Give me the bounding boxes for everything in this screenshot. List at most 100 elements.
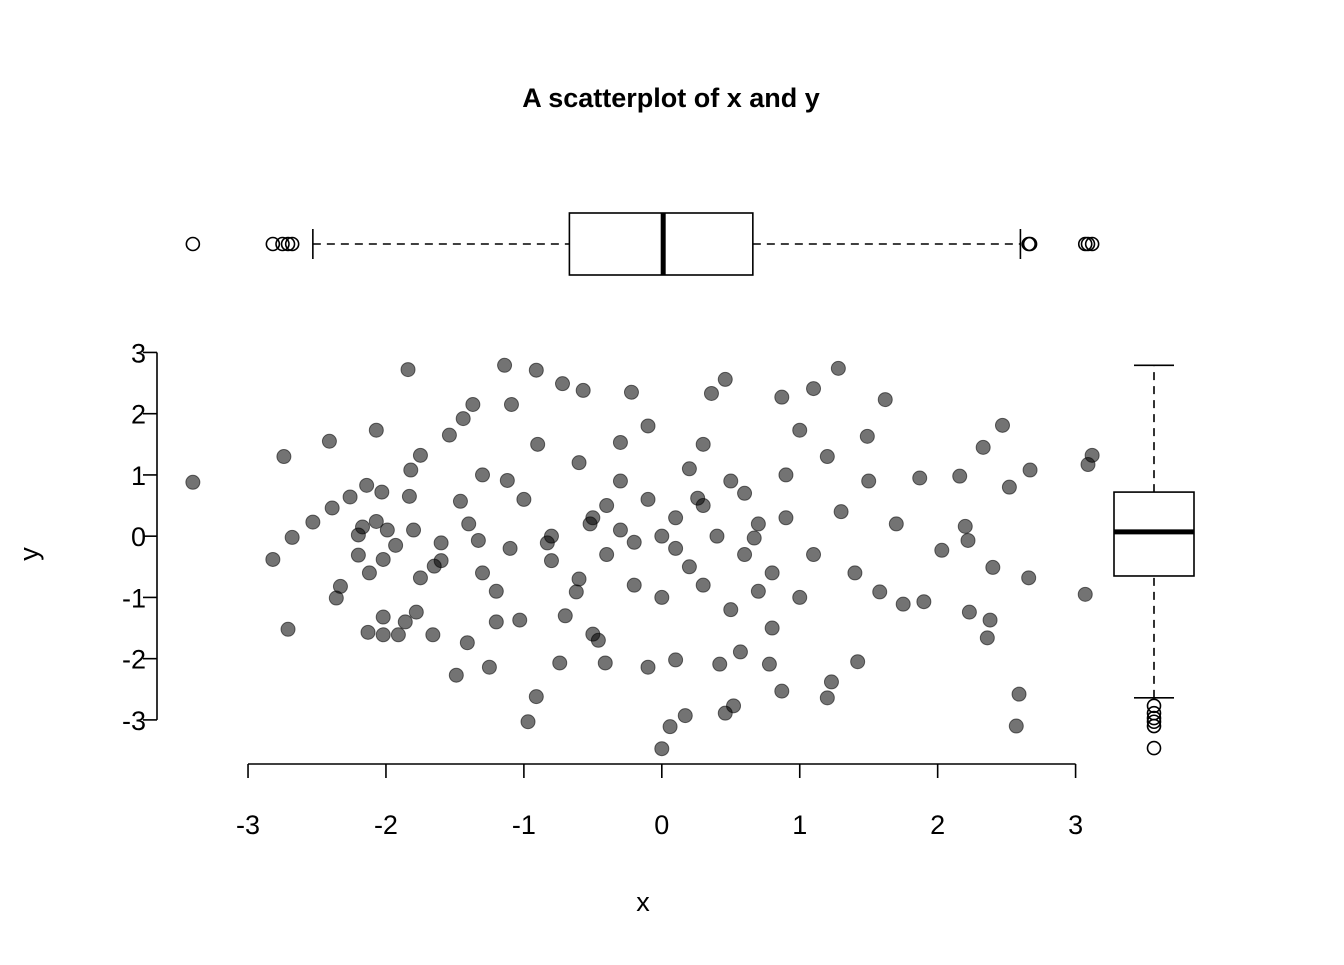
outlier [284, 236, 300, 252]
point [379, 522, 395, 538]
point [764, 620, 780, 636]
point [916, 594, 932, 610]
point [375, 627, 391, 643]
point [960, 532, 976, 548]
point [952, 468, 968, 484]
x-tick-label: 2 [930, 810, 945, 840]
point [375, 551, 391, 567]
point [568, 584, 584, 600]
point [597, 655, 613, 671]
point [1021, 570, 1037, 586]
point [640, 659, 656, 675]
outlier [1084, 236, 1100, 252]
point [985, 559, 1001, 575]
x-axis-label: x [636, 887, 650, 917]
point [640, 491, 656, 507]
point [1084, 447, 1100, 463]
x-tick-label: 0 [654, 810, 669, 840]
point [861, 473, 877, 489]
point [712, 656, 728, 672]
point [750, 516, 766, 532]
point [412, 570, 428, 586]
point [599, 547, 615, 563]
point [433, 553, 449, 569]
y-tick-label: 3 [131, 338, 146, 368]
point [750, 583, 766, 599]
point [726, 698, 742, 714]
x-tick-label: -3 [236, 810, 260, 840]
point [778, 510, 794, 526]
point [737, 485, 753, 501]
point [1008, 718, 1024, 734]
point [732, 644, 748, 660]
point [321, 433, 337, 449]
point [276, 449, 292, 465]
point [806, 381, 822, 397]
point [859, 428, 875, 444]
outlier [280, 236, 296, 252]
point [703, 385, 719, 401]
point [401, 488, 417, 504]
point [488, 614, 504, 630]
point [355, 519, 371, 535]
chart-title: A scatterplot of x and y [522, 83, 820, 113]
point [888, 516, 904, 532]
point [585, 510, 601, 526]
point [406, 522, 422, 538]
point [575, 382, 591, 398]
point [1022, 462, 1038, 478]
x-tick-label: -2 [374, 810, 398, 840]
point [475, 565, 491, 581]
point [552, 655, 568, 671]
point [737, 547, 753, 563]
point [499, 472, 515, 488]
point [640, 418, 656, 434]
point [1077, 586, 1093, 602]
y-tick-label: -2 [122, 645, 146, 675]
point [284, 529, 300, 545]
point [375, 609, 391, 625]
point [850, 654, 866, 670]
point [305, 514, 321, 530]
point [626, 577, 642, 593]
point [265, 551, 281, 567]
point [709, 528, 725, 544]
outlier [1080, 236, 1096, 252]
point [975, 439, 991, 455]
point [662, 719, 678, 735]
x-tick-label: -1 [512, 810, 536, 840]
outlier [1146, 740, 1162, 756]
point [723, 602, 739, 618]
point [280, 621, 296, 637]
y-tick-label: 1 [131, 461, 146, 491]
point [530, 436, 546, 452]
point [654, 528, 670, 544]
point [1011, 686, 1027, 702]
point [994, 417, 1010, 433]
point [695, 498, 711, 514]
point [934, 542, 950, 558]
x-tick-label: 1 [792, 810, 807, 840]
point [819, 690, 835, 706]
point [723, 473, 739, 489]
point [877, 392, 893, 408]
point [425, 627, 441, 643]
point [872, 584, 888, 600]
outlier [1146, 714, 1162, 730]
point [957, 518, 973, 534]
point [455, 411, 471, 427]
point [819, 449, 835, 465]
point [961, 604, 977, 620]
point [912, 470, 928, 486]
point [895, 596, 911, 612]
point [668, 540, 684, 556]
point [433, 535, 449, 551]
point [585, 626, 601, 642]
point [764, 565, 780, 581]
point [654, 741, 670, 757]
point [557, 608, 573, 624]
point [452, 493, 468, 509]
point [465, 397, 481, 413]
y-tick-label: 2 [131, 400, 146, 430]
